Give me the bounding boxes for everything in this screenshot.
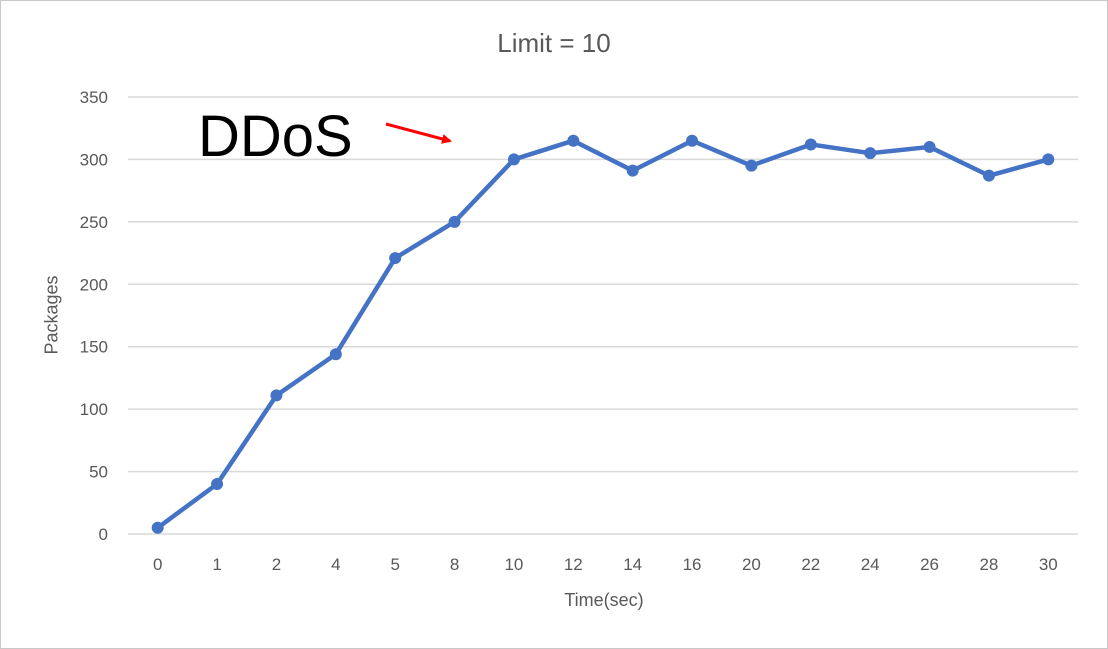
x-tick-label: 22 — [801, 555, 820, 574]
data-point — [389, 252, 402, 265]
data-point — [745, 159, 758, 172]
y-tick-label: 200 — [80, 275, 108, 294]
x-tick-label: 24 — [861, 555, 880, 574]
x-tick-label: 0 — [153, 555, 162, 574]
y-tick-label: 50 — [89, 463, 108, 482]
y-tick-label: 100 — [80, 400, 108, 419]
x-tick-label: 5 — [390, 555, 399, 574]
data-point — [448, 215, 461, 228]
data-point — [686, 134, 699, 147]
y-tick-label: 0 — [99, 525, 108, 544]
y-tick-label: 150 — [80, 338, 108, 357]
data-point — [270, 389, 283, 402]
x-tick-label: 10 — [504, 555, 523, 574]
x-tick-label: 26 — [920, 555, 939, 574]
series-line — [156, 138, 1049, 530]
x-tick-label: 1 — [212, 555, 221, 574]
x-tick-label: 14 — [623, 555, 642, 574]
x-tick-label: 16 — [683, 555, 702, 574]
data-point — [329, 348, 342, 361]
data-point — [982, 169, 995, 182]
data-point — [864, 147, 877, 160]
ddos-annotation: DDoS — [198, 104, 353, 169]
x-tick-label: 12 — [564, 555, 583, 574]
y-tick-label: 350 — [80, 88, 108, 107]
data-point — [211, 478, 224, 491]
x-tick-label: 30 — [1039, 555, 1058, 574]
y-tick-label: 300 — [80, 150, 108, 169]
data-point — [507, 153, 520, 166]
x-tick-label: 2 — [272, 555, 281, 574]
y-tick-label: 250 — [80, 213, 108, 232]
x-tick-label: 8 — [450, 555, 459, 574]
chart-title: Limit = 10 — [497, 28, 611, 58]
data-point — [804, 138, 817, 151]
data-point — [923, 140, 936, 153]
x-tick-label: 28 — [979, 555, 998, 574]
data-point — [567, 134, 580, 147]
data-point — [626, 164, 639, 177]
annotation-arrow — [385, 122, 452, 144]
x-axis-label: Time(sec) — [564, 590, 644, 610]
data-point — [151, 521, 164, 534]
x-tick-label: 20 — [742, 555, 761, 574]
x-tick-label: 4 — [331, 555, 340, 574]
data-point — [1042, 153, 1055, 166]
